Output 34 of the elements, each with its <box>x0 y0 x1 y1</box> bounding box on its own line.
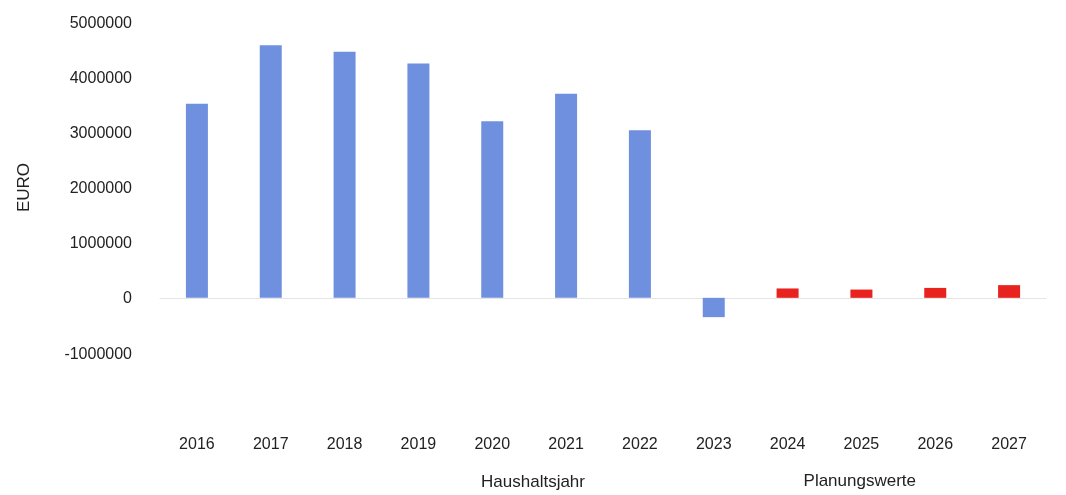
bar <box>259 45 282 298</box>
bar <box>333 51 356 298</box>
x-axis-title: Haushaltsjahr <box>481 472 586 491</box>
y-tick-label: 1000000 <box>69 234 133 252</box>
y-tick-label: 2000000 <box>69 179 133 196</box>
y-tick-label: 5000000 <box>69 13 133 31</box>
x-tick-label: 2024 <box>769 434 806 452</box>
text: Planungswerte <box>803 471 917 490</box>
y-axis-title: EURO <box>14 162 33 213</box>
bar <box>924 287 947 298</box>
x-tick-label: 2020 <box>474 434 511 452</box>
x-tick-label: 2017 <box>252 434 289 452</box>
y-tick-label: 0 <box>123 289 133 307</box>
bar <box>185 103 208 298</box>
x-tick-label: 2026 <box>917 434 954 452</box>
bar <box>776 288 799 298</box>
bar <box>628 130 651 298</box>
bar <box>702 297 725 318</box>
x-tick-label: 2025 <box>843 434 880 452</box>
y-tick-label: 3000000 <box>69 123 133 141</box>
x-tick-label: 2019 <box>400 434 437 452</box>
x-tick-label: 2027 <box>991 434 1027 452</box>
x-tick-label: 2023 <box>695 434 732 452</box>
y-tick-label: 4000000 <box>69 68 133 86</box>
y-tick-label: -1000000 <box>64 344 133 362</box>
bar <box>407 63 430 298</box>
bar <box>850 289 873 298</box>
x-tick-label: 2022 <box>622 434 658 452</box>
x-tick-label: 2016 <box>179 434 215 452</box>
x-tick-label: 2021 <box>548 434 584 452</box>
bar <box>998 285 1021 298</box>
x-tick-label: 2018 <box>326 434 363 452</box>
bar <box>555 93 578 298</box>
bar <box>481 121 504 298</box>
